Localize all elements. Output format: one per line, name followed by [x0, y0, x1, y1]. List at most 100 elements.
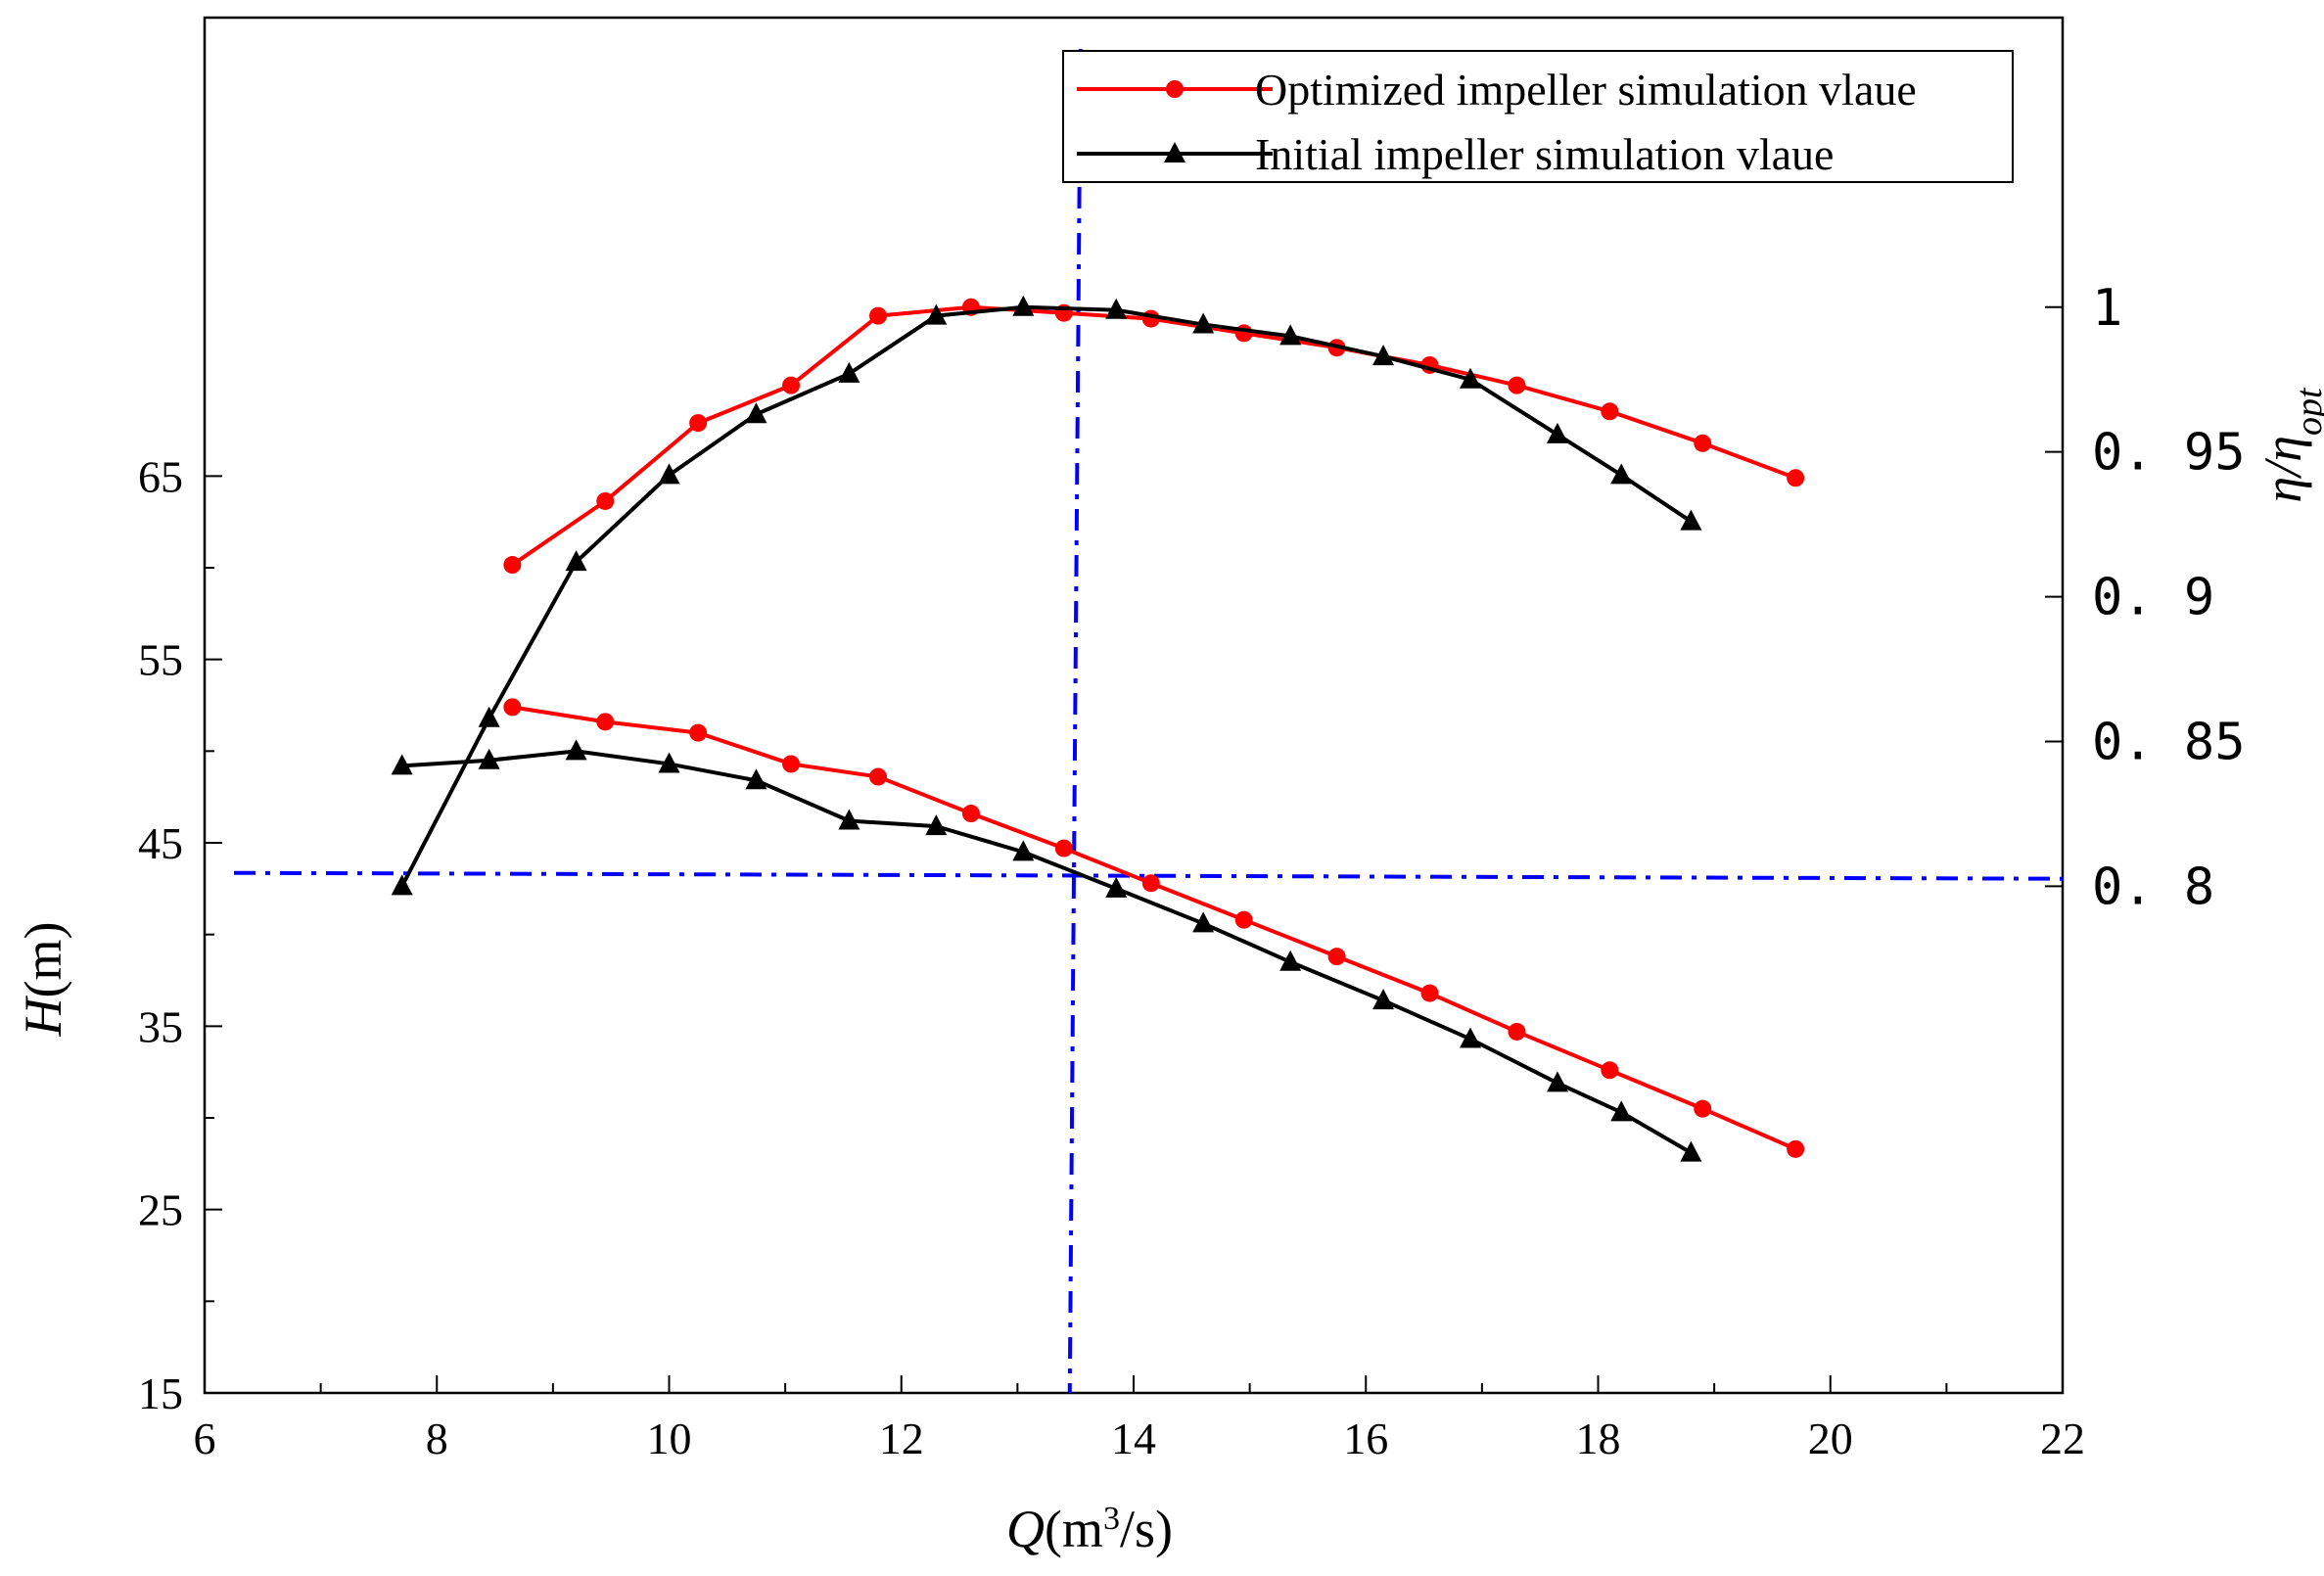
x-tick-label: 10 [647, 1414, 692, 1463]
axis-tick-labels: 6 8 10 12 14 16 18 20 22 15 25 35 45 55 65 0. 8 0. 85 0. … [138, 279, 2246, 1463]
x-tick-label: 20 [1808, 1414, 1853, 1463]
data-point [1546, 1071, 1568, 1092]
legend-box [1062, 50, 2014, 183]
data-point [1680, 509, 1702, 531]
data-point [689, 723, 708, 742]
y-right-tick-label: 0. 95 [2092, 424, 2246, 483]
data-point [658, 752, 680, 773]
y-left-tick-label: 45 [138, 818, 183, 868]
series-head-initial [391, 739, 1702, 1162]
data-point [838, 361, 860, 383]
data-point [1610, 1100, 1633, 1122]
y-left-tick-label: 25 [138, 1185, 183, 1235]
data-point [1420, 984, 1439, 1002]
legend-swatch-marker [1164, 142, 1185, 162]
series-efficiency-optimized [503, 298, 1805, 575]
data-point [1012, 840, 1035, 861]
data-point [1279, 950, 1302, 971]
data-point [1054, 839, 1073, 858]
data-point [478, 748, 500, 769]
series-layer [391, 295, 1805, 1162]
data-point [1601, 402, 1619, 421]
legend-label-optimized: Optimized impeller simulation vlaue [1255, 65, 1917, 115]
legend-label-initial: Initial impeller simulation vlaue [1255, 129, 1834, 179]
x-axis-title: Q(m3/s) [1006, 1500, 1173, 1558]
data-point [478, 706, 500, 727]
y-left-tick-label: 65 [138, 451, 183, 501]
data-point [391, 754, 413, 775]
data-point [1460, 1027, 1482, 1048]
legend: Optimized impeller simulation vlaue Init… [1062, 50, 2014, 183]
data-point [1546, 422, 1568, 443]
legend-item-optimized: Optimized impeller simulation vlaue [1077, 65, 1917, 115]
plot-frame [203, 16, 2065, 1395]
data-point [1012, 295, 1035, 316]
y-right-tick-label: 0. 85 [2092, 713, 2246, 771]
data-point [1680, 1140, 1702, 1162]
x-tick-label: 22 [2040, 1414, 2085, 1463]
series-head-optimized [503, 698, 1805, 1158]
data-point [503, 698, 522, 717]
data-point [961, 805, 980, 823]
data-point [1787, 1139, 1805, 1158]
data-point [782, 376, 801, 394]
y-right-axis-title: η/ηopt [2254, 387, 2324, 503]
data-point [1279, 324, 1302, 346]
series-line [399, 304, 1693, 888]
legend-item-initial: Initial impeller simulation vlaue [1077, 129, 1834, 179]
data-point [1372, 989, 1395, 1010]
data-point [869, 306, 888, 325]
x-tick-label: 8 [426, 1414, 448, 1463]
data-point [1694, 1099, 1712, 1118]
y-right-tick-label: 0. 9 [2092, 569, 2214, 627]
y-left-tick-label: 55 [138, 635, 183, 685]
y-left-tick-label: 35 [138, 1001, 183, 1051]
data-point [1787, 469, 1805, 487]
y-left-axis-title: H(m) [14, 922, 72, 1038]
y-right-tick-label: 1 [2092, 279, 2122, 338]
data-point [596, 713, 615, 731]
data-point [1508, 1022, 1526, 1041]
series-efficiency-initial [391, 295, 1702, 896]
data-point [1234, 910, 1253, 929]
data-point [1141, 874, 1160, 893]
data-point [1460, 367, 1482, 389]
y-right-tick-label: 0. 8 [2092, 858, 2214, 916]
x-tick-label: 18 [1576, 1414, 1621, 1463]
legend-swatch-marker [1166, 80, 1184, 98]
data-point [1192, 911, 1215, 933]
data-point [1105, 298, 1128, 319]
series-line [512, 705, 1796, 1151]
data-point [1694, 434, 1712, 452]
reference-line-vertical [1067, 48, 1083, 1394]
data-point [1192, 312, 1215, 334]
data-point [1234, 324, 1253, 343]
data-point [565, 739, 587, 761]
data-point [838, 809, 860, 830]
series-line [401, 749, 1693, 1155]
data-point [689, 414, 708, 433]
axis-ticks [204, 305, 2064, 1394]
data-point [1327, 948, 1346, 966]
data-point [1508, 376, 1526, 394]
data-point [782, 755, 801, 773]
data-point [745, 402, 767, 424]
data-point [745, 768, 767, 790]
data-point [869, 767, 888, 786]
data-point [1105, 876, 1128, 898]
data-point [565, 550, 587, 572]
x-tick-label: 14 [1111, 1414, 1156, 1463]
data-point [925, 303, 948, 325]
data-point [925, 814, 948, 836]
reference-lines [233, 48, 2064, 1394]
y-left-tick-label: 15 [138, 1368, 183, 1418]
data-point [1610, 463, 1633, 485]
data-point [596, 491, 615, 510]
data-point [503, 556, 522, 575]
data-point [391, 874, 413, 896]
x-tick-label: 6 [194, 1414, 216, 1463]
reference-line-horizontal [233, 870, 2064, 881]
data-point [658, 463, 680, 485]
data-point [1372, 345, 1395, 366]
